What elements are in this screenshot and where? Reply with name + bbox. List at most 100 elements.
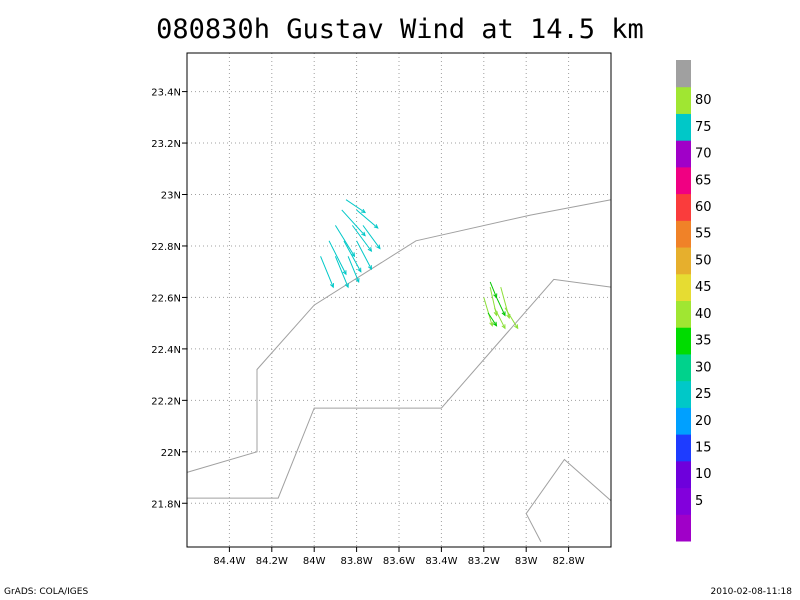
colorbar-label: 40 — [695, 307, 712, 322]
coastline — [186, 199, 612, 473]
colorbar-bin — [676, 166, 691, 195]
plot-frame — [186, 52, 612, 548]
colorbar-label: 25 — [695, 387, 712, 402]
y-tick-label: 23.2N — [151, 139, 181, 150]
colorbar-bin — [676, 327, 691, 355]
y-axis-ticks: 21.8N 22N 22.2N 22.4N 22.6N 22.8N 23N 23.2N 23.4… — [151, 88, 187, 510]
colorbar-bin — [676, 273, 691, 301]
wind-arrow-shaft — [496, 297, 506, 316]
colorbar-label: 10 — [695, 467, 712, 482]
colorbar-bin — [676, 514, 691, 542]
colorbar-label: 50 — [695, 253, 712, 268]
grid-lines — [187, 53, 611, 547]
wind-arrow-shaft — [483, 297, 493, 326]
wind-arrow — [320, 256, 335, 289]
x-tick-label: 84.4W — [213, 556, 245, 567]
wind-arrow-shaft — [356, 209, 379, 229]
wind-arrow — [483, 297, 494, 327]
footer-credit: GrADS: COLA/IGES — [4, 587, 89, 597]
colorbar-label: 70 — [695, 147, 712, 162]
colorbar-label: 45 — [695, 280, 712, 295]
wind-arrow-head — [367, 247, 373, 253]
x-axis-ticks: 84.4W 84.2W 84W 83.8W 83.6W 83.4W 83.2W 83W 82.8… — [213, 547, 585, 567]
colorbar-label: 80 — [695, 93, 712, 108]
wind-arrow-shaft — [334, 225, 355, 257]
colorbar-bin — [676, 460, 691, 489]
wind-arrow — [351, 225, 373, 253]
colorbar-bin — [676, 407, 691, 435]
colorbar-label: 55 — [695, 227, 712, 242]
footer-timestamp: 2010-02-08-11:18 — [710, 587, 793, 597]
x-tick-label: 83.4W — [425, 556, 457, 567]
wind-arrow-shaft — [345, 199, 366, 213]
wind-arrow-shaft — [320, 256, 334, 288]
colorbar-label: 65 — [695, 173, 712, 188]
wind-arrow — [356, 209, 379, 229]
x-tick-label: 82.8W — [553, 556, 585, 567]
wind-arrow-shaft — [493, 307, 506, 329]
wind-arrow-head — [361, 231, 366, 237]
wind-arrow — [345, 199, 367, 214]
colorbar-label: 35 — [695, 334, 712, 349]
colorbar-label: 75 — [695, 120, 712, 135]
wind-arrow — [504, 307, 519, 330]
wind-arrow-head — [350, 252, 356, 258]
wind-arrow-shaft — [328, 240, 347, 275]
x-tick-label: 83.6W — [383, 556, 415, 567]
wind-arrow — [356, 240, 372, 271]
wind-arrow — [341, 209, 366, 237]
x-tick-label: 83.2W — [468, 556, 500, 567]
wind-arrow-shaft — [489, 281, 497, 298]
y-tick-label: 23N — [161, 191, 181, 202]
y-tick-label: 21.8N — [151, 499, 181, 510]
wind-arrow — [347, 256, 360, 284]
colorbar-bin — [676, 487, 691, 515]
colorbar-bin — [676, 140, 691, 168]
wind-arrow-head — [361, 208, 367, 214]
wind-arrow-head — [367, 265, 372, 271]
x-tick-label: 84.2W — [256, 556, 288, 567]
wind-arrow-shaft — [351, 225, 372, 252]
x-tick-label: 83W — [515, 556, 538, 567]
colorbar-label: 5 — [695, 494, 703, 509]
wind-arrow-shaft — [334, 256, 349, 288]
wind-arrow-head — [376, 244, 381, 250]
wind-arrow — [328, 240, 347, 276]
y-tick-label: 22.8N — [151, 242, 181, 253]
colorbar-label: 60 — [695, 200, 712, 215]
y-tick-label: 23.4N — [151, 88, 181, 99]
colorbar-bin — [676, 86, 691, 114]
colorbar-bin — [676, 380, 691, 408]
colorbar-label: 20 — [695, 414, 712, 429]
wind-arrow-head — [344, 283, 349, 289]
wind-arrow — [487, 312, 498, 327]
coastline — [525, 458, 612, 543]
coastlines — [186, 199, 612, 543]
wind-arrow-head — [355, 277, 360, 284]
x-tick-label: 84W — [303, 556, 326, 567]
wind-arrow-shaft — [504, 307, 519, 329]
wind-arrow — [362, 225, 381, 250]
colorbar-bin — [676, 353, 691, 382]
wind-arrow-shaft — [356, 240, 372, 270]
x-tick-label: 83.8W — [341, 556, 373, 567]
wind-arrow-shaft — [341, 209, 366, 237]
wind-arrow — [343, 240, 362, 273]
wind-vectors — [320, 199, 519, 330]
wind-arrow-head — [514, 324, 519, 330]
colorbar-bin — [676, 113, 691, 141]
y-tick-label: 22.6N — [151, 293, 181, 304]
colorbar-label: 30 — [695, 360, 712, 375]
colorbar-bin — [676, 60, 691, 88]
wind-arrow-head — [501, 324, 506, 330]
wind-arrow — [493, 307, 506, 330]
wind-arrow-shaft — [489, 287, 498, 316]
wind-arrow — [496, 297, 506, 317]
wind-arrow-head — [492, 321, 498, 327]
colorbar-bin — [676, 300, 691, 328]
colorbar-label: 15 — [695, 440, 712, 455]
colorbar: 5 10 15 20 25 30 35 40 45 50 55 60 65 70 75 80 — [676, 60, 712, 542]
colorbar-bin — [676, 220, 691, 248]
colorbar-bin — [676, 247, 691, 275]
wind-arrow — [334, 225, 356, 258]
